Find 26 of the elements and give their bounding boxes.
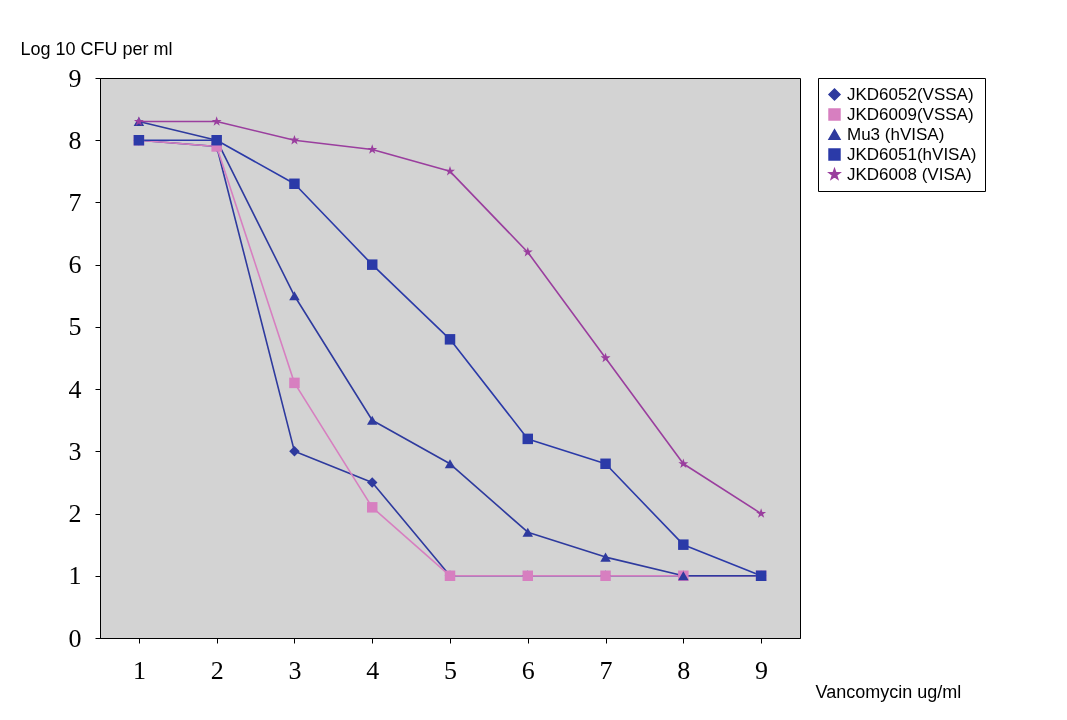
x-tick-label: 6 <box>521 655 535 685</box>
y-tick-label: 0 <box>68 623 82 653</box>
y-tick-label: 6 <box>68 250 82 280</box>
x-tick-label: 4 <box>366 655 380 685</box>
x-tick-label: 2 <box>210 655 224 685</box>
x-tick-label: 8 <box>677 655 691 685</box>
legend-label: Mu3 (hVISA) <box>847 124 945 144</box>
x-tick-label: 7 <box>599 655 613 685</box>
y-tick-label: 5 <box>68 312 82 342</box>
x-tick-label: 1 <box>132 655 146 685</box>
y-tick-label: 4 <box>68 374 82 404</box>
x-tick-label: 3 <box>288 655 302 685</box>
y-tick-label: 9 <box>68 63 82 93</box>
legend-label: JKD6009(VSSA) <box>847 104 974 124</box>
legend-label: JKD6008 (VISA) <box>847 164 972 184</box>
y-tick-label: 1 <box>68 561 82 591</box>
x-tick-label: 5 <box>444 655 457 685</box>
x-axis-title: Vancomycin ug/ml <box>815 681 962 702</box>
y-axis-title: Log 10 CFU per ml <box>20 38 173 59</box>
x-tick-label: 9 <box>755 655 769 685</box>
legend-label: JKD6051(hVISA) <box>847 144 977 164</box>
y-tick-label: 8 <box>68 125 82 155</box>
y-tick-label: 2 <box>68 499 82 529</box>
y-tick-label: 3 <box>68 436 82 466</box>
y-tick-label: 7 <box>68 187 82 217</box>
legend-label: JKD6052(VSSA) <box>847 84 974 104</box>
